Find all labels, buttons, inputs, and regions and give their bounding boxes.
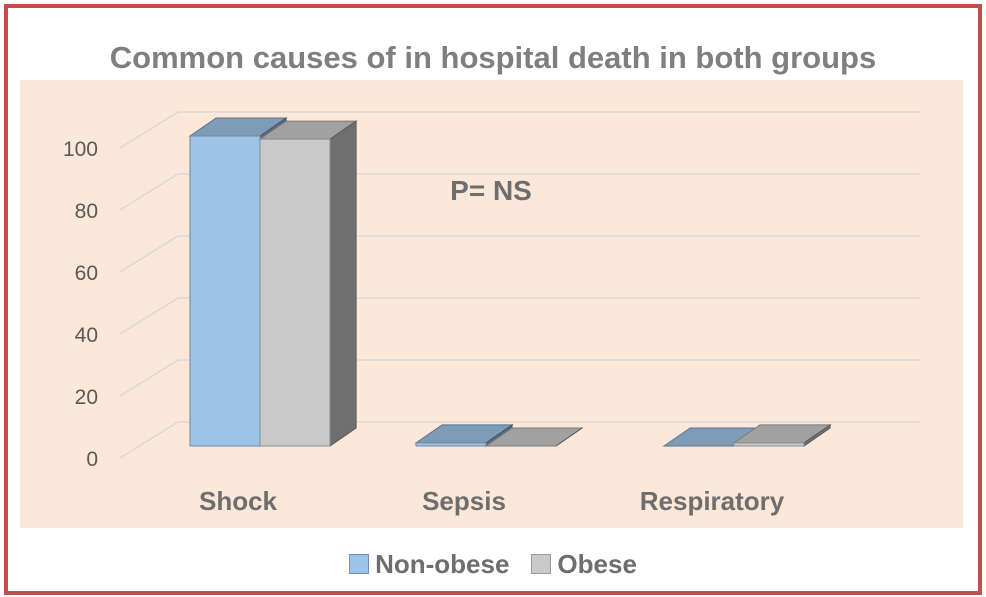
- legend-label-non-obese: Non-obese: [375, 548, 510, 579]
- x-tick-label: Respiratory: [640, 486, 785, 516]
- gridline: [119, 111, 920, 149]
- bar-non-obese-sepsis: [414, 423, 514, 447]
- gridline: [119, 297, 920, 335]
- legend-item-obese: Obese: [531, 549, 637, 580]
- y-tick-label: 20: [75, 386, 98, 409]
- bar-obese-shock: [258, 120, 358, 447]
- y-tick-label: 40: [75, 324, 98, 347]
- bar-obese-respiratory: [732, 423, 832, 447]
- x-tick-label: Sepsis: [422, 486, 506, 516]
- y-tick-label: 0: [86, 448, 98, 471]
- y-tick-label: 80: [75, 200, 98, 223]
- legend-swatch-obese: [531, 554, 552, 574]
- gridline: [119, 421, 920, 459]
- y-tick-label: 100: [63, 138, 98, 161]
- bar-obese-sepsis: [484, 427, 584, 447]
- gridline: [119, 235, 920, 273]
- legend-label-obese: Obese: [557, 548, 637, 579]
- legend-item-non-obese: Non-obese: [349, 549, 509, 580]
- chart-title: Common causes of in hospital death in bo…: [109, 40, 877, 75]
- plot-background: [20, 80, 963, 528]
- gridline: [119, 359, 920, 397]
- y-tick-label: 60: [75, 262, 98, 285]
- chart-legend: Non-obese Obese: [0, 546, 986, 582]
- legend-swatch-non-obese: [349, 554, 370, 574]
- x-tick-label: Shock: [199, 486, 278, 516]
- gridline: [119, 173, 920, 211]
- p-value-annotation: P= NS: [450, 175, 532, 206]
